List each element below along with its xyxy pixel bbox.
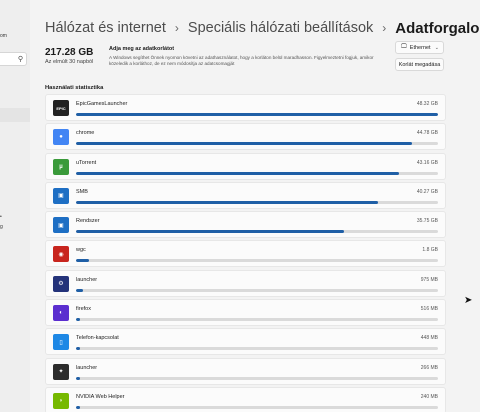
set-limit-button[interactable]: Korlát megadása	[395, 58, 444, 71]
app-data-size: 40.27 GB	[416, 188, 438, 195]
usage-bar-fill	[76, 259, 90, 263]
app-usage-row[interactable]: EPIC EpicGamesLauncher 48.32 GB	[45, 94, 446, 121]
launcher-icon: ⚙	[53, 275, 69, 292]
app-usage-row[interactable]: ◐ firefox 516 MB	[45, 299, 446, 327]
usage-bar-track	[76, 142, 438, 146]
app-data-size: 448 MB	[420, 335, 438, 342]
sidebar-item-partial[interactable]: g	[0, 224, 3, 230]
app-data-size: 44.78 GB	[416, 130, 438, 137]
breadcrumb-separator: ›	[382, 21, 387, 35]
system-icon: ▣	[53, 217, 69, 234]
app-name: chrome	[76, 130, 95, 137]
usage-bar-track	[76, 113, 438, 116]
app-name: Rendszer	[76, 218, 100, 225]
app-data-size: 975 MB	[420, 276, 438, 283]
usage-stats-heading: Használati statisztika	[45, 85, 104, 91]
app-data-size: 266 MB	[420, 364, 438, 371]
launcher-icon: ✦	[53, 363, 69, 380]
total-usage-value: 217.28 GB	[45, 47, 94, 58]
sidebar: om ⚲ • g	[0, 0, 30, 412]
app-data-size: 1.8 GB	[422, 247, 438, 254]
mouse-cursor-icon: ➤	[464, 295, 473, 306]
app-name: NVIDIA Web Helper	[76, 393, 125, 400]
app-data-size: 35.75 GB	[416, 218, 438, 225]
sidebar-partial-text: om	[0, 33, 7, 39]
breadcrumb-separator: ›	[174, 21, 179, 35]
epic-games-icon: EPIC	[53, 100, 69, 116]
app-usage-row[interactable]: ▯ Telefon-kapcsolat 448 MB	[45, 328, 446, 356]
usage-bar-track	[76, 200, 438, 204]
app-name: SMB	[76, 188, 88, 195]
chevron-down-icon: ⌄	[434, 45, 439, 51]
app-data-size: 240 MB	[420, 393, 438, 400]
network-select-value: Ethernet	[409, 44, 431, 51]
app-data-size: 516 MB	[420, 306, 438, 313]
smb-icon: ▣	[53, 187, 69, 204]
usage-bar-track	[76, 347, 438, 351]
wgc-icon: ◉	[53, 246, 69, 263]
app-data-size: 43.16 GB	[416, 159, 438, 166]
data-limit-description: A Windows segíthet Önnek nyomon követni …	[109, 55, 374, 67]
page-title: Adatforgalom	[395, 19, 480, 37]
usage-bar-fill	[76, 230, 344, 234]
breadcrumb: Hálózat és internet › Speciális hálózati…	[45, 19, 480, 37]
app-usage-row[interactable]: ✦ launcher 266 MB	[45, 357, 446, 385]
app-name: launcher	[76, 364, 98, 371]
network-select-dropdown[interactable]: 🖵 Ethernet ⌄	[395, 41, 444, 54]
usage-bar-track	[76, 259, 438, 263]
sidebar-selected-item[interactable]	[0, 108, 30, 122]
app-usage-row[interactable]: ● chrome 44.78 GB	[45, 123, 446, 151]
sidebar-item[interactable]: •	[0, 214, 2, 220]
app-usage-list: EPIC EpicGamesLauncher 48.32 GB ● chrome 44.7…	[45, 94, 446, 412]
chrome-icon: ●	[53, 129, 69, 146]
monitor-icon: 🖵	[401, 44, 407, 50]
usage-bar-track	[76, 318, 438, 322]
usage-bar-fill	[76, 318, 81, 322]
app-usage-row[interactable]: ⚙ launcher 975 MB	[45, 269, 446, 297]
usage-bar-track	[76, 376, 438, 380]
app-name: launcher	[76, 276, 98, 283]
firefox-icon: ◐	[53, 305, 69, 322]
app-usage-row[interactable]: ▣ Rendszer 35.75 GB	[45, 211, 446, 239]
app-name: Telefon-kapcsolat	[76, 335, 119, 342]
usage-bar-track	[76, 171, 438, 175]
app-name: EpicGamesLauncher	[76, 101, 128, 107]
nvidia-icon: ◗	[53, 392, 69, 409]
usage-bar-fill	[76, 347, 81, 351]
app-usage-row[interactable]: µ uTorrent 43.16 GB	[45, 152, 446, 180]
sidebar-search-box[interactable]: ⚲	[0, 52, 27, 66]
app-name: wgc	[76, 247, 86, 254]
usage-bar-track	[76, 288, 438, 292]
usage-bar-fill	[76, 200, 378, 204]
usage-bar-fill	[76, 113, 438, 116]
app-usage-row[interactable]: ◗ NVIDIA Web Helper 240 MB	[45, 386, 446, 412]
usage-bar-track	[76, 405, 438, 409]
usage-bar-fill	[76, 288, 84, 292]
search-icon[interactable]: ⚲	[17, 56, 23, 63]
breadcrumb-network-internet[interactable]: Hálózat és internet	[45, 20, 166, 36]
app-usage-row[interactable]: ◉ wgc 1.8 GB	[45, 240, 446, 268]
usage-bar-fill	[76, 376, 81, 380]
app-name: uTorrent	[76, 159, 97, 166]
total-usage-caption: Az elmúlt 30 napból	[45, 59, 94, 65]
app-name: firefox	[76, 306, 91, 313]
usage-bar-fill	[76, 171, 400, 175]
usage-bar-fill	[76, 405, 81, 409]
data-limit-title: Adja meg az adatkorlátot	[109, 46, 175, 52]
app-usage-row[interactable]: ▣ SMB 40.27 GB	[45, 181, 446, 209]
app-data-size: 48.32 GB	[416, 101, 438, 107]
utorrent-icon: µ	[53, 158, 69, 175]
breadcrumb-advanced-network-settings[interactable]: Speciális hálózati beállítások	[187, 20, 374, 36]
phone-link-icon: ▯	[53, 334, 69, 351]
usage-bar-fill	[76, 142, 412, 146]
usage-bar-track	[76, 230, 438, 234]
